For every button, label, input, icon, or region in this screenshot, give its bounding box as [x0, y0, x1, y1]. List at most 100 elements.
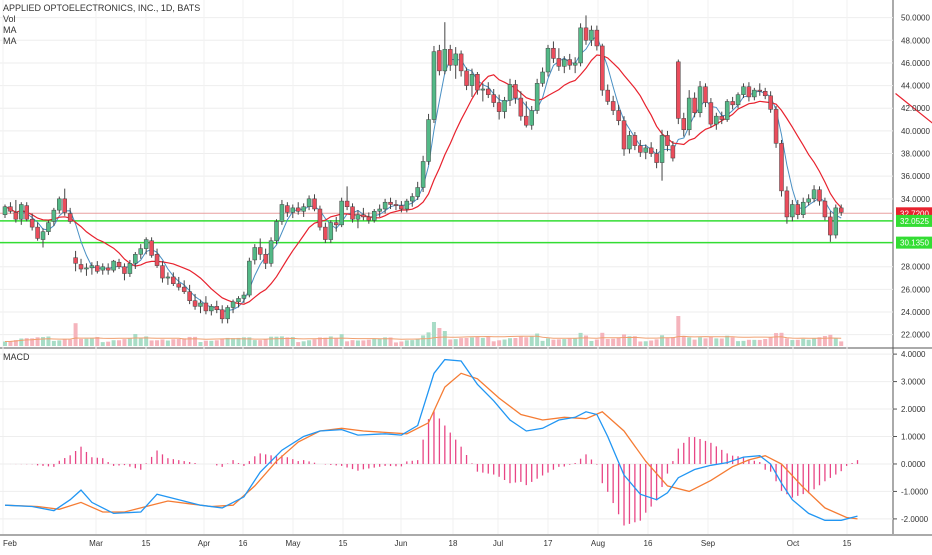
volume-bar [62, 339, 67, 346]
candle-body [643, 147, 648, 153]
price-tick-label: 44.0000 [901, 82, 930, 91]
candle-body [518, 97, 524, 117]
candle-body [209, 306, 214, 312]
price-tick-label: 38.0000 [901, 150, 930, 159]
volume-bar [497, 340, 502, 346]
candle-body [648, 147, 654, 154]
candle-body [779, 143, 784, 192]
candle-body [545, 47, 551, 73]
volume-bar [41, 337, 46, 346]
volume-bar [806, 339, 811, 346]
volume-bar [469, 337, 474, 346]
volume-bar [643, 341, 648, 346]
volume-bar [801, 338, 806, 346]
volume-bar [546, 338, 550, 346]
volume-bar [399, 341, 404, 346]
candle-body [393, 204, 399, 206]
candle-body [681, 118, 686, 130]
volume-bar [698, 337, 703, 346]
volume-bar [279, 336, 284, 346]
candle-body [377, 208, 382, 212]
price-tick-label: 22.0000 [901, 331, 930, 340]
candle-body [507, 84, 513, 101]
candle-body [257, 247, 263, 255]
volume-bar [730, 337, 735, 346]
candle-body [149, 240, 154, 256]
candle-body [51, 209, 57, 222]
candle-body [724, 101, 730, 120]
candle-body [317, 208, 323, 228]
candle-body [165, 276, 171, 279]
price-badge-label: 32.7200 [900, 209, 929, 218]
candle-body [46, 222, 51, 232]
candle-body [502, 100, 507, 112]
candle-body [686, 97, 692, 130]
volume-bar [763, 338, 768, 346]
volume-bar [822, 335, 827, 346]
volume-bar [480, 337, 485, 346]
candle-body [263, 254, 268, 264]
candle-body [355, 214, 361, 220]
time-tick-label: Sep [701, 539, 716, 548]
volume-bar [431, 322, 436, 346]
macd-tick-label: 0.0000 [901, 460, 926, 469]
candle-body [610, 101, 616, 111]
volume-bar [388, 337, 393, 346]
candle-body [40, 231, 46, 240]
price-badge-label: 32.0525 [900, 217, 929, 226]
candle-body [600, 45, 605, 91]
volume-bar [795, 339, 800, 346]
volume-bar [670, 337, 675, 346]
candle-body [453, 53, 458, 66]
volume-bar [296, 342, 301, 346]
volume-bar [589, 340, 594, 346]
macd-tick-label: 3.0000 [901, 378, 926, 387]
candle-body [127, 263, 133, 274]
volume-bar [165, 340, 170, 346]
candle-body [171, 276, 176, 284]
time-tick-label: Apr [198, 539, 211, 548]
candle-body [89, 265, 95, 269]
candle-body [236, 298, 241, 303]
volume-bar [323, 337, 328, 346]
macd-title: MACD [3, 352, 30, 362]
candle-body [828, 216, 833, 236]
volume-bar [529, 336, 534, 346]
chart-legend: APPLIED OPTOELECTRONICS, INC., 1D, BATS … [3, 3, 200, 47]
volume-bars [3, 316, 844, 346]
candle-body [442, 49, 448, 72]
candle-body [57, 198, 62, 211]
volume-bar [68, 339, 73, 346]
volume-bar [73, 323, 78, 346]
time-tick-label: Jul [493, 539, 503, 548]
volume-bar [214, 340, 219, 346]
time-tick-label: 15 [339, 539, 348, 548]
candles [2, 15, 844, 324]
price-badge-label: 30.1350 [900, 239, 929, 248]
candle-body [187, 291, 192, 301]
volume-bar [274, 336, 279, 346]
candle-body [524, 115, 529, 126]
candle-body [534, 83, 540, 111]
candle-body [301, 206, 306, 212]
volume-bar [448, 339, 453, 346]
candle-body [469, 74, 475, 86]
candle-body [268, 240, 274, 264]
volume-bar [719, 338, 724, 346]
volume-bar [725, 335, 730, 346]
time-tick-label: 17 [544, 539, 553, 548]
volume-bar [611, 338, 616, 346]
volume-bar [334, 337, 339, 346]
candle-body [480, 88, 486, 91]
volume-bar [453, 339, 458, 346]
candle-body [312, 198, 317, 210]
price-tick-label: 26.0000 [901, 285, 930, 294]
volume-bar [209, 340, 214, 346]
candle-body [13, 212, 19, 220]
candle-body [627, 135, 632, 150]
price-tick-label: 50.0000 [901, 14, 930, 23]
candle-body [404, 200, 410, 210]
legend-vol-label: Vol [3, 14, 16, 24]
macd-tick-label: 4.0000 [901, 350, 926, 359]
